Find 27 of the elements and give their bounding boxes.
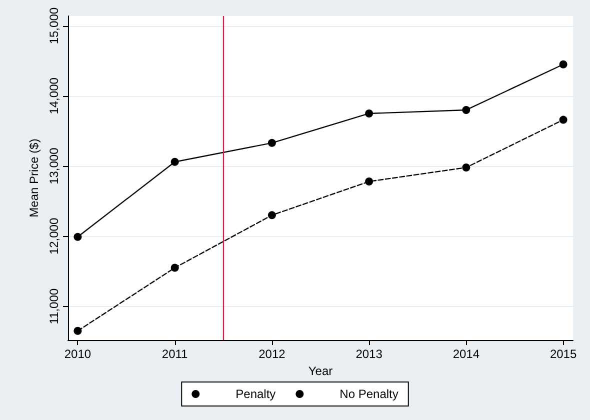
x-tick-label: 2015 bbox=[550, 347, 577, 361]
point bbox=[365, 178, 374, 186]
point bbox=[74, 232, 82, 241]
x-tick-label: 2014 bbox=[452, 347, 480, 361]
point bbox=[268, 138, 276, 147]
x-axis-title: Year bbox=[308, 364, 333, 378]
point bbox=[74, 326, 82, 335]
x-tick-label: 2011 bbox=[162, 347, 188, 361]
point bbox=[268, 211, 276, 220]
y-axis-title: Mean Price ($) bbox=[27, 138, 41, 218]
y-tick-label: 12,000 bbox=[47, 218, 61, 255]
text: No Penalty bbox=[340, 387, 398, 401]
legend-label: Penalty bbox=[236, 387, 276, 401]
point bbox=[365, 109, 374, 118]
y-tick-label: 13,000 bbox=[47, 147, 61, 184]
point bbox=[170, 158, 179, 166]
point bbox=[559, 60, 568, 68]
point bbox=[559, 116, 568, 124]
x-tick-label: 2012 bbox=[258, 347, 286, 361]
y-tick-label: 14,000 bbox=[47, 77, 61, 114]
x-tick-label: 2013 bbox=[356, 347, 383, 361]
point bbox=[170, 264, 179, 272]
point bbox=[462, 106, 470, 114]
y-tick-label: 15,000 bbox=[47, 7, 61, 44]
point bbox=[462, 163, 470, 172]
y-tick-label: 11,000 bbox=[47, 288, 61, 324]
x-tick-label: 2010 bbox=[64, 347, 92, 361]
